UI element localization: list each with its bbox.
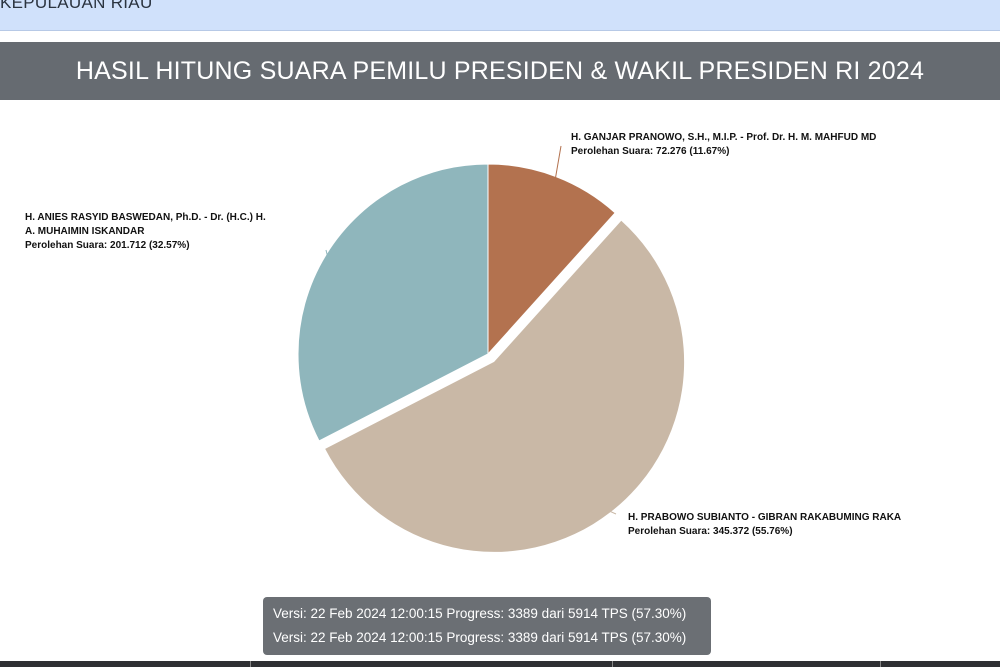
slice-candidate-label: A. MUHAIMIN ISKANDAR <box>25 226 145 237</box>
pie-slice[interactable] <box>325 220 685 552</box>
vote-pie-chart: H. GANJAR PRANOWO, S.H., M.I.P. - Prof. … <box>25 132 901 552</box>
label-connector-line <box>554 145 562 179</box>
slice-votes-label: Perolehan Suara: 345.372 (55.76%) <box>628 526 793 537</box>
slice-data-label: H. PRABOWO SUBIANTO - GIBRAN RAKABUMING … <box>628 512 901 537</box>
table-divider <box>880 661 881 667</box>
slice-candidate-label: H. GANJAR PRANOWO, S.H., M.I.P. - Prof. … <box>571 132 876 143</box>
top-navigation-bar: KEPULAUAN RIAU <box>0 0 1000 31</box>
slice-votes-label: Perolehan Suara: 201.712 (32.57%) <box>25 240 190 251</box>
bottom-table-edge <box>0 661 1000 667</box>
slice-candidate-label: H. ANIES RASYID BASWEDAN, Ph.D. - Dr. (H… <box>25 212 266 223</box>
slice-votes-label: Perolehan Suara: 72.276 (11.67%) <box>571 146 729 157</box>
label-connector-line <box>608 510 617 515</box>
slice-data-label: H. GANJAR PRANOWO, S.H., M.I.P. - Prof. … <box>571 132 876 157</box>
table-divider <box>612 661 613 667</box>
version-tooltip: Versi: 22 Feb 2024 12:00:15 Progress: 33… <box>263 597 711 655</box>
page-title: HASIL HITUNG SUARA PEMILU PRESIDEN & WAK… <box>75 57 925 85</box>
table-divider <box>250 661 251 667</box>
version-line-1: Versi: 22 Feb 2024 12:00:15 Progress: 33… <box>273 606 687 621</box>
label-connector-line <box>325 249 328 257</box>
page-header: HASIL HITUNG SUARA PEMILU PRESIDEN & WAK… <box>0 42 1000 100</box>
slice-data-label: H. ANIES RASYID BASWEDAN, Ph.D. - Dr. (H… <box>25 212 266 251</box>
pie-slice[interactable] <box>297 163 489 442</box>
region-breadcrumb[interactable]: KEPULAUAN RIAU <box>0 0 153 12</box>
version-line-2: Versi: 22 Feb 2024 12:00:15 Progress: 33… <box>273 630 687 645</box>
slice-candidate-label: H. PRABOWO SUBIANTO - GIBRAN RAKABUMING … <box>628 512 901 523</box>
